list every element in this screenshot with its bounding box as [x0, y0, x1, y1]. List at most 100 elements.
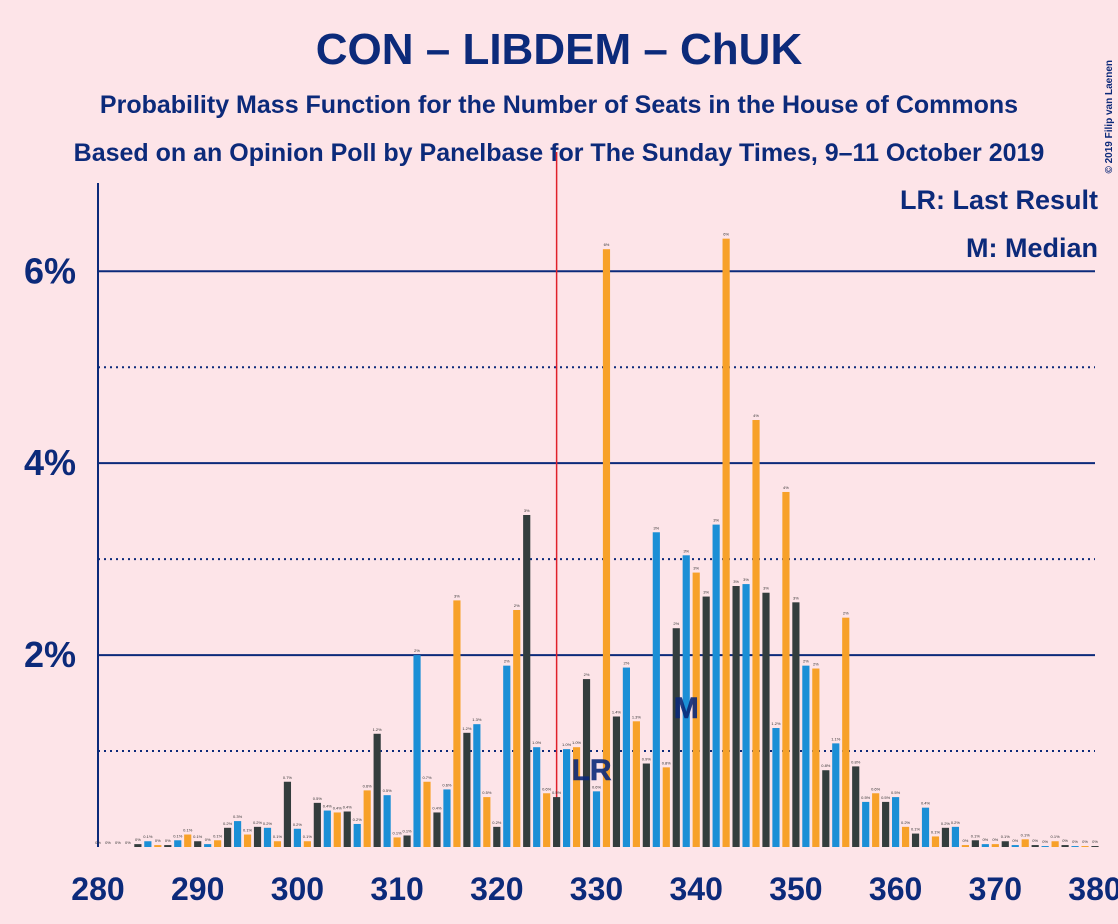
value-label: 0.4%: [323, 804, 333, 809]
value-label: 0.6%: [871, 786, 881, 791]
value-label: 0%: [125, 840, 131, 845]
bar: [991, 844, 999, 847]
value-label: 2%: [414, 648, 420, 653]
bar: [413, 655, 421, 847]
bar: [513, 609, 521, 847]
value-label: 2%: [504, 659, 510, 664]
value-label: 0%: [962, 838, 968, 843]
value-label: 0.2%: [353, 817, 363, 822]
value-label: 0%: [105, 840, 111, 845]
value-label: 0.8%: [662, 760, 672, 765]
value-label: 0.5%: [881, 795, 891, 800]
value-label: 0.1%: [193, 834, 203, 839]
bar: [622, 667, 630, 847]
bar: [233, 821, 242, 847]
value-label: 0.2%: [253, 820, 263, 825]
value-label: 0.2%: [223, 821, 233, 826]
value-label: 0.1%: [273, 834, 283, 839]
last-result-label: LR: [572, 754, 612, 787]
bar: [682, 555, 690, 847]
value-label: 3%: [683, 548, 689, 553]
x-tick-label: 320: [470, 871, 523, 907]
bar: [592, 791, 601, 847]
value-label: 1.0%: [562, 742, 572, 747]
bar: [1051, 841, 1059, 847]
bar: [1001, 841, 1009, 847]
bar: [772, 728, 780, 847]
value-label: 0.5%: [861, 795, 871, 800]
value-label: 0.1%: [393, 830, 403, 835]
bar: [652, 532, 660, 847]
value-label: 3%: [743, 577, 749, 582]
value-label: 2%: [843, 611, 849, 616]
value-label: 0.4%: [921, 801, 931, 806]
value-label: 2%: [584, 672, 590, 677]
x-tick-label: 330: [570, 871, 623, 907]
x-tick-label: 280: [71, 871, 124, 907]
bar: [981, 844, 989, 847]
copyright: © 2019 Filip van Laenen: [1104, 60, 1115, 174]
bar: [523, 515, 531, 847]
value-label: 0.1%: [173, 833, 183, 838]
value-label: 0.2%: [941, 821, 951, 826]
bar: [493, 826, 501, 847]
bar: [582, 679, 591, 847]
x-tick-label: 290: [171, 871, 224, 907]
value-label: 0%: [1042, 839, 1048, 844]
value-label: 0.2%: [293, 822, 303, 827]
bar: [373, 733, 381, 847]
bar: [852, 766, 860, 847]
value-label: 2%: [673, 621, 679, 626]
bar: [164, 845, 172, 847]
value-label: 4%: [753, 413, 759, 418]
bar: [642, 763, 650, 847]
bar: [533, 747, 541, 847]
bar: [612, 716, 621, 847]
value-label: 1.0%: [572, 740, 582, 745]
value-label: 0.1%: [183, 828, 193, 833]
bar: [702, 596, 710, 847]
bar: [712, 524, 720, 847]
bar: [662, 767, 670, 847]
bar: [1071, 846, 1079, 847]
value-label: 0.7%: [422, 775, 432, 780]
value-label: 3%: [703, 590, 709, 595]
bar: [692, 572, 700, 847]
value-label: 0.4%: [333, 805, 343, 810]
bar: [353, 823, 361, 847]
x-tick-label: 380: [1068, 871, 1118, 907]
bar: [822, 770, 830, 847]
bar: [473, 724, 481, 847]
bar: [911, 833, 920, 847]
bar: [433, 812, 441, 847]
median-label: M: [674, 692, 699, 725]
value-label: 0.8%: [851, 759, 861, 764]
value-label: 0.5%: [383, 788, 393, 793]
value-label: 0.6%: [592, 784, 602, 789]
value-label: 0%: [95, 840, 101, 845]
bar: [862, 801, 870, 847]
bar: [951, 826, 960, 847]
x-tick-label: 300: [271, 871, 324, 907]
bar: [921, 807, 930, 847]
value-label: 0.1%: [403, 828, 413, 833]
bar: [1081, 846, 1089, 847]
value-label: 1.0%: [532, 740, 542, 745]
bar: [602, 249, 611, 847]
x-tick-label: 360: [869, 871, 922, 907]
bar: [283, 781, 292, 847]
value-label: 0.1%: [303, 834, 313, 839]
bar: [154, 845, 162, 847]
value-label: 0.5%: [482, 790, 492, 795]
bar: [1011, 845, 1019, 847]
bar: [273, 841, 282, 847]
bar: [393, 837, 401, 847]
bar: [931, 836, 940, 847]
value-label: 0.6%: [363, 783, 373, 788]
value-label: 0%: [1062, 838, 1068, 843]
bar: [872, 793, 880, 847]
value-label: 0%: [1082, 839, 1088, 844]
value-label: 0%: [982, 837, 988, 842]
bar: [134, 844, 142, 847]
